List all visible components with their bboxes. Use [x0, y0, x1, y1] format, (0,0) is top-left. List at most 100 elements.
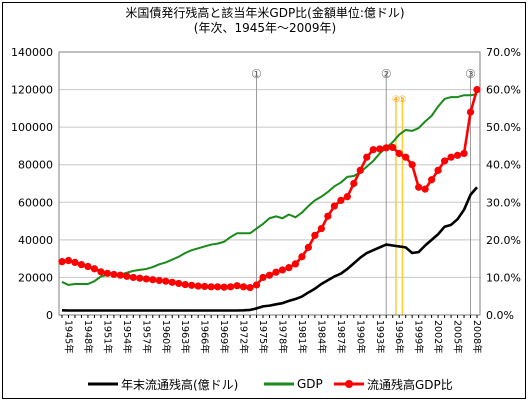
ratio-point [129, 273, 137, 282]
x-tick-label: 1987年 [335, 320, 347, 354]
series-group [58, 85, 481, 312]
ratio-point [175, 279, 183, 288]
y-right-tick-label: 60.0% [486, 84, 521, 97]
x-tick-label: 1957年 [140, 320, 152, 354]
ratio-point [330, 202, 338, 210]
ratio-point [402, 153, 410, 161]
ratio-point [214, 283, 222, 291]
x-tick-label: 1969年 [218, 320, 230, 354]
ratio-point [116, 271, 124, 279]
ratio-point [201, 282, 209, 291]
ratio-point [324, 212, 332, 220]
series-line-1 [61, 93, 478, 286]
ratio-point [233, 282, 241, 290]
y-left-tick-label: 140000 [11, 46, 53, 59]
ratio-point [466, 108, 475, 116]
ratio-point [181, 280, 189, 289]
x-tick-label: 1966年 [199, 320, 211, 354]
ratio-point [298, 253, 306, 261]
ratio-point [408, 161, 416, 169]
ratio-point [311, 231, 319, 239]
x-tick-label: 1999年 [413, 320, 425, 354]
ratio-point [337, 196, 345, 205]
ratio-point [434, 166, 442, 174]
y-right-tick-label: 0.0% [486, 309, 514, 322]
ratio-point [389, 143, 397, 152]
ratio-point [155, 276, 163, 285]
chart-frame [2, 2, 526, 399]
ratio-point [363, 153, 371, 161]
x-tick-label: 1948年 [82, 320, 94, 354]
ratio-point [350, 179, 358, 188]
legend-swatch-green-line [264, 382, 294, 386]
ratio-point [90, 265, 99, 273]
ratio-point [440, 157, 449, 165]
legend-label-outstanding: 年末流通残高(億ドル) [121, 377, 239, 392]
legend-label-ratio: 流通残高GDP比 [367, 377, 453, 392]
ratio-point [58, 258, 66, 266]
event-label: ⑤ [398, 95, 406, 105]
y-right-tick-label: 40.0% [486, 159, 521, 172]
ratio-point [428, 176, 436, 184]
legend-item-ratio: 流通残高GDP比 [334, 374, 453, 394]
x-tick-label: 2008年 [471, 320, 483, 354]
legend-item-outstanding: 年末流通残高(億ドル) [88, 374, 238, 394]
ratio-point [77, 261, 86, 269]
chart-subtitle: (年次、1945年～2009年) [193, 21, 337, 35]
ratio-point [84, 262, 92, 271]
ratio-point [304, 243, 313, 251]
event-label: ③ [465, 67, 476, 81]
ratio-point [149, 276, 157, 284]
ratio-point [415, 183, 423, 191]
ratio-point [71, 258, 79, 266]
ratio-point [188, 281, 196, 289]
legend-swatch-black-line [88, 382, 118, 386]
ratio-point [207, 283, 215, 291]
y-right-tick-label: 50.0% [486, 121, 521, 134]
ratio-point [272, 268, 280, 276]
y-right-tick-label: 20.0% [486, 234, 521, 247]
y-left-tick-label: 80000 [18, 159, 53, 172]
ratio-point [162, 277, 170, 285]
x-tick-label: 1978年 [276, 320, 288, 354]
ratio-point [447, 153, 455, 161]
y-left-tick-label: 20000 [18, 271, 53, 284]
x-tick-label: 1954年 [121, 320, 133, 354]
ratio-point [317, 224, 325, 233]
ratio-point [110, 270, 118, 279]
y-left-tick-label: 0 [46, 309, 53, 322]
ratio-point [291, 260, 300, 268]
x-tick-label: 1975年 [257, 320, 269, 354]
legend-item-gdp: GDP [264, 374, 323, 394]
event-label: ① [251, 67, 262, 81]
event-label: ② [381, 67, 392, 81]
axes: 0 20000 40000 60000 80000 100000 120000 140000 0… [11, 46, 521, 354]
ratio-point [136, 274, 144, 282]
y-right-tick-label: 70.0% [486, 46, 521, 59]
ratio-point [278, 266, 287, 274]
ratio-point [226, 283, 235, 291]
x-tick-label: 2005年 [452, 320, 464, 354]
legend-swatch-red-marker-line [334, 380, 364, 388]
ratio-point [168, 278, 176, 286]
gridlines [59, 51, 480, 278]
event-lines [256, 72, 472, 315]
ratio-point [382, 144, 390, 152]
ratio-point [473, 85, 481, 94]
legend: 年末流通残高(億ドル) GDP 流通残高GDP比 [88, 374, 488, 394]
ratio-point [395, 149, 403, 158]
ratio-point [356, 166, 364, 174]
ratio-point [376, 145, 384, 153]
ratio-point [239, 283, 248, 291]
x-tick-label: 1984年 [315, 320, 327, 354]
ratio-point [194, 282, 202, 290]
chart-title: 米国債発行残高と該当年米GDP比(金額単位:億ドル) [125, 6, 405, 20]
y-left-tick-label: 100000 [11, 121, 53, 134]
ratio-point [142, 275, 150, 283]
x-tick-label: 1951年 [101, 320, 113, 354]
legend-label-gdp: GDP [297, 377, 323, 391]
ratio-point [285, 264, 293, 272]
y-right-tick-label: 10.0% [486, 271, 521, 284]
series-line-2 [61, 89, 479, 289]
